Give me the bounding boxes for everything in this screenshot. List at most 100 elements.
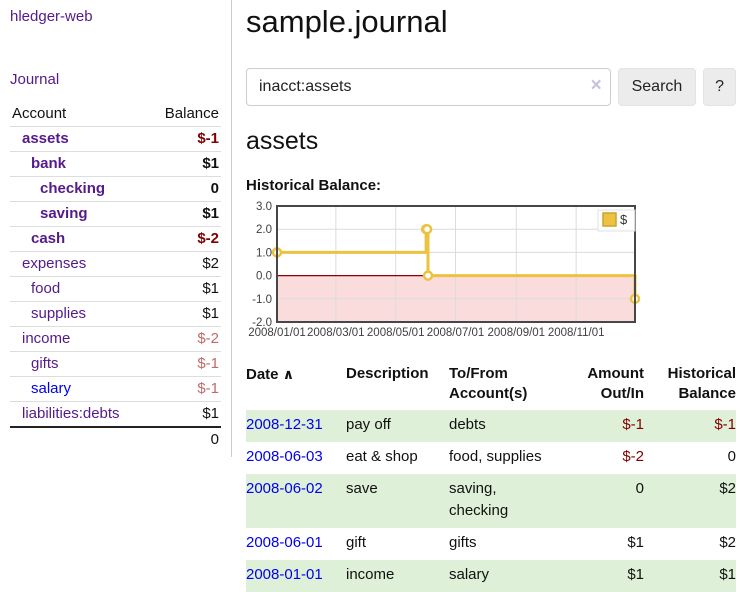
accounts-total-balance: 0: [147, 426, 221, 452]
sidebar-account-link[interactable]: expenses: [22, 255, 87, 272]
transaction-row[interactable]: 2008-12-31 pay off debts $-1 $-1: [246, 410, 736, 442]
transaction-date-cell: 2008-12-31: [246, 410, 346, 442]
x-axis-tick-label: 2008/07/01: [427, 327, 485, 339]
transaction-amount-cell: $1: [564, 560, 644, 592]
transaction-balance-cell: 0: [727, 448, 736, 465]
transaction-date-link[interactable]: 2008-06-01: [246, 534, 323, 551]
transaction-amount-cell: $1: [627, 534, 644, 551]
sidebar-account-link[interactable]: bank: [31, 155, 67, 172]
search-input[interactable]: [246, 68, 611, 106]
balance-column-header-register: Historical Balance: [667, 365, 736, 402]
transaction-balance-cell: $1: [644, 560, 736, 592]
account-balance: $1: [147, 201, 221, 227]
transaction-description-cell: save: [346, 474, 449, 528]
register-table: Date ∧ Description To/From Account(s) Am…: [246, 361, 736, 592]
plot-border: [276, 205, 636, 323]
legend-swatch: [602, 212, 617, 227]
sidebar-account-link[interactable]: assets: [22, 130, 69, 147]
transaction-amount-cell: $-2: [622, 448, 644, 465]
account-balance: $-2: [147, 226, 221, 252]
transaction-accounts-cell: gifts: [449, 534, 477, 551]
account-balance: $-1: [147, 376, 221, 402]
sidebar-account-link[interactable]: saving: [40, 205, 88, 222]
accounts-balance-table: Account Balance assets $-1 bank $1 checking 0…: [10, 102, 221, 452]
transaction-amount-cell: 0: [564, 474, 644, 528]
sidebar-account-link[interactable]: checking: [40, 180, 106, 197]
clear-search-icon[interactable]: ×: [590, 75, 602, 96]
page-title: sample.journal: [246, 4, 448, 39]
y-axis-tick-label: -2.0: [252, 317, 272, 329]
account-row: salary $-1: [10, 376, 221, 402]
transaction-row[interactable]: 2008-06-03 eat & shop food, supplies $-2 0: [246, 442, 736, 474]
account-row: cash $-2: [10, 226, 221, 252]
account-balance: $1: [147, 301, 221, 327]
account-balance: $-1: [147, 351, 221, 377]
account-balance: 0: [147, 176, 221, 202]
account-balance: $2: [147, 251, 221, 277]
transaction-accounts-cell: saving, checking: [449, 474, 564, 528]
amount-column-header: Amount Out/In: [587, 365, 644, 402]
sidebar-account-link[interactable]: income: [22, 330, 71, 347]
account-row: assets $-1: [10, 126, 221, 152]
sidebar-account-link[interactable]: salary: [31, 380, 72, 397]
date-column-header[interactable]: Date ∧: [246, 366, 295, 383]
transaction-accounts-cell: salary: [449, 560, 564, 592]
transaction-description-cell: eat & shop: [346, 448, 418, 465]
transaction-balance-cell: $-1: [644, 410, 736, 442]
y-axis-tick-label: 1.0: [256, 247, 272, 259]
account-balance: $-1: [147, 126, 221, 152]
app-brand-link[interactable]: hledger-web: [10, 8, 93, 25]
account-row: income $-2: [10, 326, 221, 352]
accounts-column-header: To/From Account(s): [449, 365, 528, 402]
account-row: liabilities:debts $1: [10, 401, 221, 428]
sort-ascending-icon: ∧: [282, 366, 295, 382]
transaction-balance-cell: $2: [644, 474, 736, 528]
transaction-row[interactable]: 2008-06-01 gift gifts $1 $2: [246, 528, 736, 560]
sidebar-account-link[interactable]: gifts: [31, 355, 59, 372]
sidebar-account-link[interactable]: cash: [31, 230, 66, 247]
account-row: gifts $-1: [10, 351, 221, 377]
transaction-row[interactable]: 2008-06-02 save saving, checking 0 $2: [246, 474, 736, 528]
x-axis-tick-label: 2008/03/01: [307, 327, 365, 339]
sidebar-account-link[interactable]: food: [31, 280, 61, 297]
x-axis-tick-label: 2008/09/01: [488, 327, 546, 339]
transaction-accounts-cell: debts: [449, 410, 564, 442]
y-axis-tick-label: -1.0: [252, 294, 272, 306]
data-point-marker: [422, 270, 434, 281]
transaction-balance-cell: $2: [719, 534, 736, 551]
x-axis-tick-label: 2008/01/01: [248, 327, 306, 339]
account-row: food $1: [10, 276, 221, 302]
sidebar-account-link[interactable]: supplies: [31, 305, 87, 322]
transaction-date-cell: 2008-06-01: [246, 528, 346, 560]
x-axis-tick-label: 2008/11/01: [548, 327, 605, 339]
account-balance: $1: [147, 401, 221, 428]
transaction-row[interactable]: 2008-01-01 income salary $1 $1: [246, 560, 736, 592]
register-header-row: Date ∧ Description To/From Account(s) Am…: [246, 361, 736, 410]
search-bar: × Search ?: [246, 68, 736, 106]
transaction-amount-cell: $-1: [564, 410, 644, 442]
y-axis-tick-label: 3.0: [256, 201, 272, 213]
help-button[interactable]: ?: [703, 68, 736, 106]
x-axis-tick-label: 2008/05/01: [367, 327, 425, 339]
transaction-description-cell: gift: [346, 534, 367, 551]
transaction-date-cell: 2008-06-03: [246, 442, 346, 474]
transaction-description-cell: income: [346, 560, 449, 592]
transaction-date-link[interactable]: 2008-06-03: [246, 448, 323, 465]
transaction-date-link[interactable]: 2008-06-02: [246, 480, 323, 497]
account-balance: $1: [147, 151, 221, 177]
balance-column-header: Balance: [147, 102, 221, 127]
main-content: sample.journal × Search ? assets Histori…: [233, 0, 742, 592]
account-row: expenses $2: [10, 251, 221, 277]
transaction-date-link[interactable]: 2008-12-31: [246, 416, 323, 433]
transaction-date-cell: 2008-01-01: [246, 560, 346, 592]
sidebar-item-journal[interactable]: Journal: [10, 71, 60, 88]
sidebar-account-link[interactable]: liabilities:debts: [22, 405, 120, 422]
transaction-accounts-cell: food, supplies: [449, 448, 542, 465]
y-axis-tick-label: 0.0: [256, 271, 272, 283]
transaction-date-link[interactable]: 2008-01-01: [246, 566, 323, 583]
account-balance: $1: [147, 276, 221, 302]
search-button[interactable]: Search: [617, 68, 697, 106]
account-row: bank $1: [10, 151, 221, 177]
legend-label: $: [620, 212, 628, 227]
transaction-date-cell: 2008-06-02: [246, 474, 346, 528]
